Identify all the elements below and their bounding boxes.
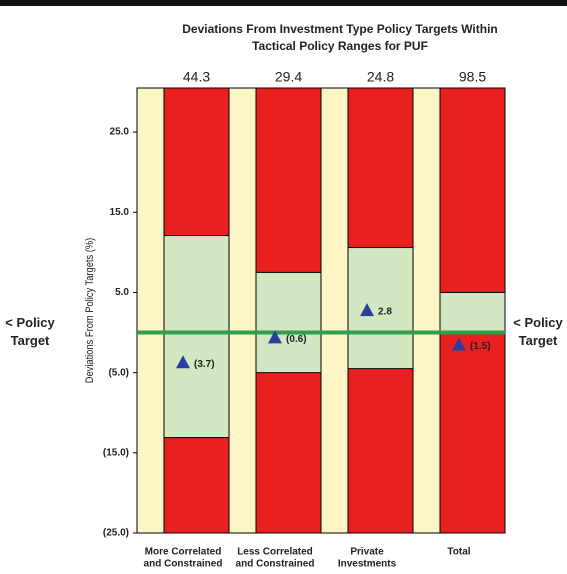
marker <box>360 303 374 317</box>
x-tick-label: Private <box>350 547 384 558</box>
top-label: 98.5 <box>459 69 486 85</box>
top-label: 24.8 <box>367 69 394 85</box>
target-label: Target <box>11 333 50 348</box>
value-label: 2.8 <box>378 307 392 318</box>
marker <box>268 330 282 344</box>
x-tick-label: Investments <box>338 559 397 570</box>
top-label: 44.3 <box>183 69 210 85</box>
marker <box>452 337 466 351</box>
y-axis-label: Deviations From Policy Targets (%) <box>84 238 96 384</box>
marker <box>176 355 190 369</box>
target-label: < Policy <box>513 315 563 330</box>
x-tick-label: More Correlated <box>145 547 222 558</box>
chart-title: Deviations From Investment Type Policy T… <box>182 22 498 36</box>
y-tick-label: (15.0) <box>103 447 129 458</box>
top-label: 29.4 <box>275 69 302 85</box>
policy-range <box>439 291 506 334</box>
x-tick-label: Total <box>447 547 470 558</box>
value-label: (1.5) <box>470 341 491 352</box>
y-tick-label: 15.0 <box>110 207 130 218</box>
x-tick-label: and Constrained <box>144 559 223 570</box>
value-label: (0.6) <box>286 334 307 345</box>
y-tick-label: 25.0 <box>110 127 130 138</box>
x-tick-label: Less Correlated <box>237 547 313 558</box>
policy-range <box>255 271 322 374</box>
y-tick-label: (25.0) <box>103 528 129 539</box>
y-tick-label: (5.0) <box>108 367 129 378</box>
value-label: (3.7) <box>194 359 215 370</box>
target-label: < Policy <box>5 315 55 330</box>
y-tick-label: 5.0 <box>115 287 129 298</box>
target-label: Target <box>519 333 558 348</box>
chart-title: Tactical Policy Ranges for PUF <box>252 39 428 53</box>
x-tick-label: and Constrained <box>236 559 315 570</box>
policy-range <box>163 235 230 439</box>
top-band <box>0 0 567 6</box>
